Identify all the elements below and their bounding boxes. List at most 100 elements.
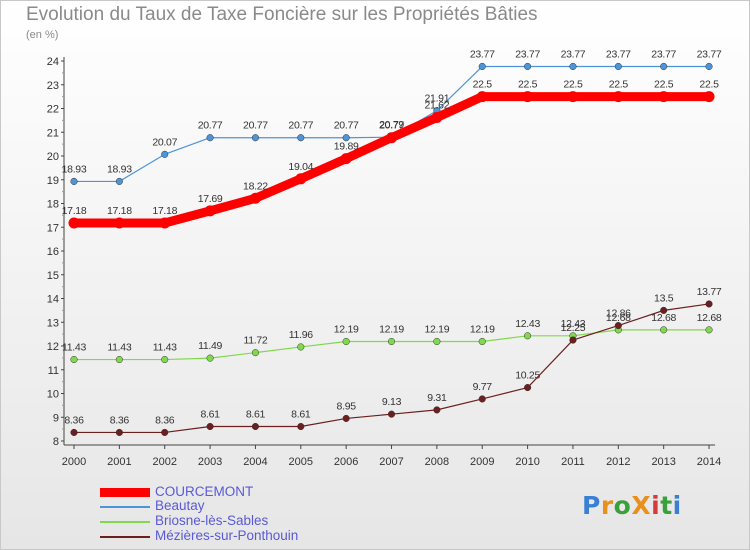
data-point [70, 177, 78, 185]
data-label: 22.5 [609, 79, 629, 91]
data-point [204, 205, 216, 217]
data-point [524, 62, 532, 71]
x-tick-label: 2004 [243, 456, 267, 468]
y-tick-label: 24 [47, 56, 59, 68]
data-label: 22.5 [699, 79, 719, 91]
y-tick-label: 16 [47, 246, 59, 258]
data-point [705, 62, 713, 71]
chart-title: Evolution du Taux de Taxe Foncière sur l… [26, 4, 538, 25]
data-label: 12.19 [379, 323, 404, 335]
data-label: 12.19 [424, 323, 449, 335]
data-point [522, 91, 534, 103]
y-tick-label: 17 [47, 222, 59, 234]
data-label: 13.77 [697, 286, 722, 298]
data-label: 23.77 [561, 48, 586, 60]
data-point [68, 217, 80, 229]
data-point [703, 91, 715, 103]
data-label: 23.77 [651, 48, 676, 60]
data-label: 11.96 [289, 329, 313, 341]
data-label: 12.86 [606, 308, 631, 320]
logo-letter: t [660, 491, 673, 520]
data-label: 17.18 [62, 205, 87, 217]
data-label: 12.25 [561, 322, 586, 334]
data-label: 22.5 [473, 79, 493, 91]
data-point [614, 62, 622, 71]
data-label: 22.5 [518, 79, 538, 91]
data-point [524, 332, 532, 340]
data-label: 20.79 [379, 119, 404, 131]
logo-letter: o [613, 491, 632, 520]
y-tick-label: 11 [48, 365, 59, 377]
data-point [251, 422, 259, 431]
data-point [705, 300, 713, 308]
data-label: 12.68 [651, 312, 676, 324]
x-tick-label: 2003 [198, 456, 222, 468]
x-tick-label: 2010 [515, 456, 539, 468]
logo-letter: i [672, 491, 682, 520]
y-tick-label: 23 [47, 80, 59, 92]
data-point [569, 62, 577, 71]
data-label: 9.13 [382, 396, 402, 408]
data-point [387, 410, 396, 418]
data-label: 20.77 [334, 120, 359, 132]
data-point [386, 132, 398, 144]
data-point [660, 306, 668, 314]
data-point [297, 343, 305, 351]
data-point [387, 337, 396, 346]
y-axis-unit-label: (en %) [26, 29, 59, 41]
logo-letter: X [631, 491, 652, 520]
x-tick-label: 2000 [62, 456, 86, 468]
x-tick-label: 2008 [425, 456, 449, 468]
data-point [297, 422, 305, 431]
y-tick-label: 15 [47, 270, 59, 282]
data-label: 19.04 [288, 161, 313, 173]
y-tick-label: 12 [47, 341, 59, 353]
data-label: 12.68 [697, 312, 722, 324]
logo-letter: r [600, 491, 614, 520]
y-tick-label: 19 [47, 175, 59, 187]
data-label: 11.43 [153, 342, 177, 354]
data-label: 23.77 [606, 48, 631, 60]
data-label: 20.77 [379, 120, 404, 132]
data-label: 8.36 [110, 414, 130, 426]
y-tick-label: 8 [53, 436, 59, 448]
data-point [569, 336, 577, 344]
data-point [206, 422, 214, 431]
data-point [342, 134, 350, 142]
data-point [161, 150, 169, 158]
data-point [660, 62, 668, 71]
data-point [295, 173, 307, 185]
x-tick-label: 2002 [152, 456, 176, 468]
data-label: 19.89 [334, 141, 359, 153]
data-point [113, 217, 125, 229]
data-point [478, 62, 486, 71]
x-tick-label: 2006 [334, 456, 358, 468]
data-label: 8.61 [200, 409, 220, 421]
data-point [297, 134, 305, 142]
data-label: 17.18 [152, 205, 177, 217]
x-tick-label: 2007 [379, 456, 403, 468]
data-label: 9.31 [427, 392, 447, 404]
data-label: 20.77 [288, 120, 313, 132]
data-point [249, 192, 261, 204]
data-label: 8.61 [291, 409, 311, 421]
data-point [433, 337, 441, 346]
data-label: 12.43 [561, 318, 586, 330]
legend-swatch [100, 536, 150, 538]
data-point [433, 406, 441, 414]
data-label: 21.62 [424, 100, 449, 112]
data-point [342, 337, 350, 346]
y-tick-label: 13 [47, 317, 59, 329]
data-label: 11.49 [198, 340, 222, 352]
x-tick-label: 2014 [697, 456, 721, 468]
y-tick-label: 9 [53, 412, 59, 424]
x-tick-label: 2009 [470, 456, 494, 468]
data-label: 23.77 [515, 48, 540, 60]
data-point [206, 134, 214, 142]
data-label: 8.61 [246, 409, 266, 421]
data-label: 8.36 [64, 414, 84, 426]
data-label: 10.25 [515, 370, 540, 382]
y-tick-label: 22 [47, 104, 59, 116]
data-label: 20.77 [198, 120, 223, 132]
data-point [161, 355, 169, 364]
